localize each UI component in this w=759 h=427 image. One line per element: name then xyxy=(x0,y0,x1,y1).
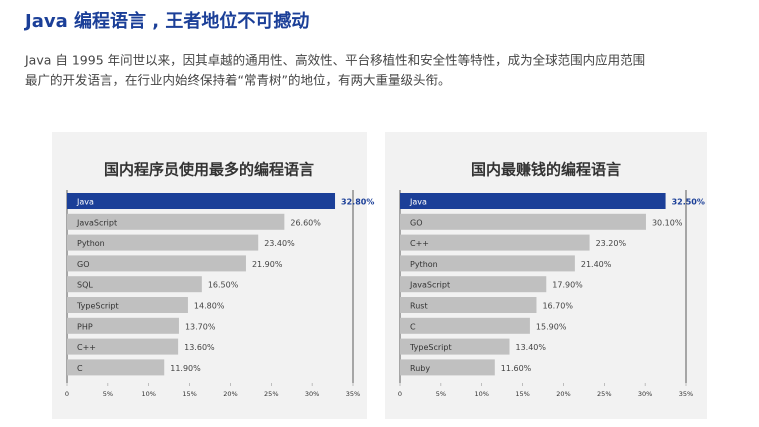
x-tick-label: 35% xyxy=(679,390,693,398)
value-label: 23.20% xyxy=(596,239,627,248)
value-label: 14.80% xyxy=(194,302,225,311)
value-label: 32.50% xyxy=(672,198,705,207)
bar xyxy=(67,338,179,355)
bar xyxy=(67,234,259,251)
value-label: 26.60% xyxy=(290,218,321,227)
chart-title: 国内程序员使用最多的编程语言 xyxy=(104,161,314,179)
x-tick-label: 10% xyxy=(474,390,488,398)
category-label: C++ xyxy=(410,239,429,248)
bar xyxy=(400,297,537,313)
chart-title: 国内最赚钱的编程语言 xyxy=(471,161,621,179)
x-tick-label: 15% xyxy=(515,390,529,398)
paragraph-line: Java 自 1995 年问世以来，因其卓越的通用性、高效性、平台移植性和安全性… xyxy=(24,53,645,68)
x-tick-label: 20% xyxy=(556,390,570,398)
category-label: Python xyxy=(410,260,438,269)
bar xyxy=(67,359,165,376)
paragraph-line: 最广的开发语言，在行业内始终保持着“常青树”的地位，有两大重量级头衔。 xyxy=(25,73,450,88)
bar xyxy=(400,193,666,209)
x-tick-label: 25% xyxy=(264,390,278,398)
value-label: 21.90% xyxy=(252,260,283,269)
category-label: TypeScript xyxy=(409,343,452,352)
title: Java 编程语言 , 王者地位不可撼动 xyxy=(23,10,309,32)
bar xyxy=(400,338,510,355)
x-tick-label: 15% xyxy=(182,390,196,398)
value-label: 30.10% xyxy=(652,218,683,227)
x-tick-label: 25% xyxy=(597,390,611,398)
bar xyxy=(67,193,336,209)
x-tick-label: 0 xyxy=(398,390,402,398)
x-tick-label: 30% xyxy=(638,390,652,398)
category-label: SQL xyxy=(77,281,93,290)
category-label: Python xyxy=(77,239,105,248)
value-label: 16.70% xyxy=(542,302,573,311)
x-tick-label: 35% xyxy=(346,390,360,398)
category-label: C xyxy=(410,322,416,331)
bar xyxy=(67,276,202,293)
value-label: 11.60% xyxy=(501,364,532,373)
bar xyxy=(400,234,590,251)
category-label: GO xyxy=(410,218,423,227)
value-label: 15.90% xyxy=(536,322,567,331)
bar xyxy=(400,359,495,376)
category-label: Java xyxy=(409,198,427,207)
bar xyxy=(400,276,547,293)
bar xyxy=(400,317,530,334)
bar xyxy=(400,213,646,230)
category-label: Java xyxy=(76,198,94,207)
x-tick-label: 30% xyxy=(305,390,319,398)
category-label: JavaScript xyxy=(76,218,117,227)
bar xyxy=(67,317,179,334)
category-label: GO xyxy=(77,260,90,269)
bar xyxy=(400,255,575,272)
bar xyxy=(67,213,285,230)
value-label: 11.90% xyxy=(170,364,201,373)
value-label: 32.80% xyxy=(341,198,374,207)
x-tick-label: 5% xyxy=(103,390,113,398)
category-label: TypeScript xyxy=(76,302,119,311)
value-label: 21.40% xyxy=(581,260,612,269)
x-tick-label: 0 xyxy=(65,390,69,398)
bar xyxy=(67,255,246,272)
x-tick-label: 5% xyxy=(436,390,446,398)
category-label: PHP xyxy=(77,322,93,331)
category-label: JavaScript xyxy=(409,281,450,290)
category-label: C xyxy=(77,364,83,373)
value-label: 23.40% xyxy=(264,239,295,248)
value-label: 13.60% xyxy=(184,343,215,352)
category-label: Ruby xyxy=(410,364,430,373)
value-label: 13.40% xyxy=(515,343,546,352)
category-label: Rust xyxy=(410,302,428,311)
value-label: 16.50% xyxy=(208,281,239,290)
category-label: C++ xyxy=(77,343,96,352)
value-label: 17.90% xyxy=(552,281,583,290)
x-tick-label: 20% xyxy=(223,390,237,398)
bar xyxy=(67,297,188,313)
x-tick-label: 10% xyxy=(141,390,155,398)
value-label: 13.70% xyxy=(185,322,216,331)
